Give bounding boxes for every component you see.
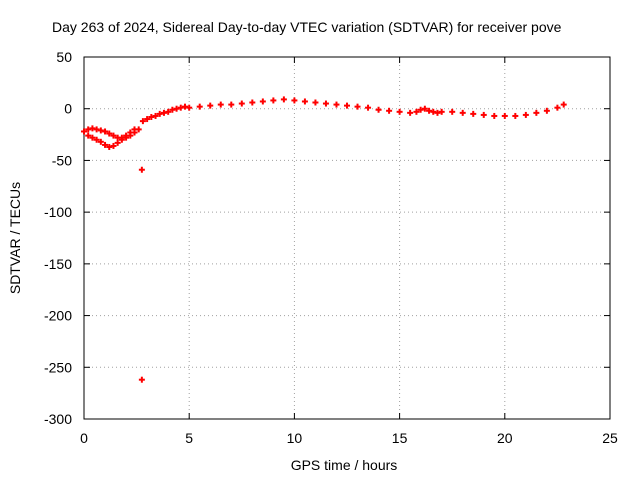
data-point [114, 139, 121, 146]
data-point [459, 109, 466, 116]
data-point [156, 110, 163, 117]
data-point [152, 112, 159, 119]
data-point [169, 106, 176, 113]
data-point [449, 108, 456, 115]
data-point [123, 132, 130, 139]
data-point [217, 101, 224, 108]
x-tick-label: 15 [392, 430, 408, 446]
data-point [93, 136, 100, 143]
data-point [127, 129, 134, 136]
data-point [512, 112, 519, 119]
data-point [196, 103, 203, 110]
data-point [533, 109, 540, 116]
data-point [344, 102, 350, 109]
data-point [554, 104, 561, 111]
data-point [89, 125, 96, 132]
data-point [375, 106, 382, 113]
data-point [430, 108, 437, 115]
y-tick-label: -200 [44, 308, 72, 324]
data-points [81, 96, 567, 383]
data-point [438, 108, 445, 115]
data-point [181, 103, 188, 110]
data-point [291, 97, 298, 104]
chart-title: Day 263 of 2024, Sidereal Day-to-day VTE… [52, 19, 562, 35]
axis-ticks [83, 56, 611, 420]
data-point [93, 126, 100, 133]
data-point [144, 116, 151, 123]
data-point [138, 376, 145, 383]
data-point [470, 110, 477, 117]
data-point [249, 99, 256, 106]
data-point [280, 96, 287, 103]
y-tick-label: 0 [64, 101, 72, 117]
y-tick-labels: 50 0 -50 -100 -150 -200 -250 -300 [44, 49, 72, 427]
data-point [322, 100, 329, 107]
x-tick-labels: 0 5 10 15 20 25 [80, 430, 618, 446]
y-tick-label: -100 [44, 204, 72, 220]
data-point [97, 138, 104, 145]
data-point [543, 107, 550, 114]
data-point [148, 113, 155, 120]
data-point [89, 134, 96, 141]
data-point [106, 143, 113, 150]
data-point [333, 101, 340, 108]
data-point [417, 106, 424, 113]
data-point [396, 108, 403, 115]
data-point [165, 108, 172, 115]
data-point [97, 127, 104, 134]
data-point [407, 109, 414, 116]
data-point [106, 130, 113, 137]
x-axis-label: GPS time / hours [291, 457, 398, 473]
x-tick-label: 20 [497, 430, 513, 446]
data-point [426, 107, 433, 114]
data-point [160, 109, 167, 116]
data-point [131, 126, 138, 133]
data-point [386, 107, 393, 114]
x-tick-label: 10 [287, 430, 303, 446]
y-tick-label: 50 [56, 49, 72, 65]
data-point [491, 112, 498, 119]
x-tick-label: 25 [602, 430, 618, 446]
x-tick-label: 0 [80, 430, 88, 446]
y-tick-label: -50 [52, 152, 72, 168]
plot-frame [83, 56, 611, 420]
data-point [522, 111, 529, 118]
data-point [365, 104, 372, 111]
data-point [413, 108, 420, 115]
data-point [173, 105, 180, 112]
data-point [354, 103, 361, 110]
data-point [186, 104, 193, 111]
data-point [480, 111, 487, 118]
y-tick-label: -150 [44, 256, 72, 272]
data-point [102, 128, 109, 135]
data-point [207, 102, 214, 109]
x-tick-label: 5 [185, 430, 193, 446]
y-axis-label: SDTVAR / TECUs [7, 182, 23, 294]
data-point [228, 101, 235, 108]
y-tick-label: -300 [44, 411, 72, 427]
data-point [560, 101, 567, 108]
data-point [102, 141, 109, 148]
data-point [421, 105, 428, 112]
y-tick-label: -250 [44, 359, 72, 375]
data-point [110, 142, 117, 149]
data-point [177, 104, 184, 111]
data-point [110, 132, 117, 139]
grid-lines [84, 57, 610, 419]
data-point [138, 166, 145, 173]
data-point [434, 109, 441, 116]
data-point [85, 132, 92, 139]
data-point [270, 97, 277, 104]
data-point [238, 100, 245, 107]
data-point [501, 112, 508, 119]
data-point [118, 134, 125, 141]
data-point [81, 128, 87, 135]
data-point [312, 99, 319, 106]
data-point [85, 126, 92, 133]
data-point [301, 98, 308, 105]
data-point [259, 98, 266, 105]
data-point [139, 118, 146, 125]
